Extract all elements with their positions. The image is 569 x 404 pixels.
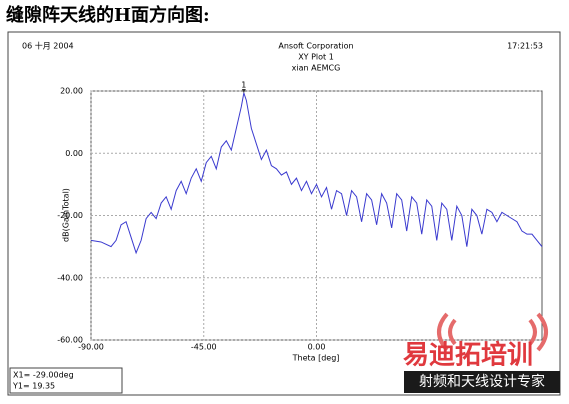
time: 17:21:53 [507,42,543,51]
x-tick-label: 0.00 [308,343,326,352]
cursor-x: X1= -29.00deg [13,371,74,380]
cursor-marker [241,89,246,94]
chart-subtitle: xian AEMCG [292,64,341,73]
watermark-subtitle: 射频和天线设计专家 [419,373,545,390]
cursor-box [9,367,123,394]
y-tick-label: 20.00 [60,87,83,96]
y-tick-label: -60.00 [57,336,83,345]
y-tick-label: -20.00 [57,211,83,220]
watermark-bar [404,371,560,393]
x-tick-label: -45.00 [191,343,217,352]
x-axis-label: Theta [deg] [292,354,340,363]
x-tick-label: -90.00 [78,343,104,352]
y-tick-label: 0.00 [65,149,83,158]
wave-icon [437,312,548,352]
watermark-title: 易迪拓培训 [403,341,533,371]
cursor-y: Y1= 19.35 [12,382,55,391]
cursor-name: 1 [241,81,246,90]
watermark: 易迪拓培训 射频和天线设计专家 [403,312,560,393]
chart-subtitle: XY Plot 1 [298,53,334,62]
chart-title: Ansoft Corporation [278,42,353,51]
y-axis-label: dB(GainTotal) [62,188,71,242]
heading: 缝隙阵天线的H面方向图: [6,4,210,26]
frame [7,31,561,396]
y-tick-label: -40.00 [57,273,83,282]
data-line [90,91,543,255]
date: 06 十月 2004 [22,41,74,51]
